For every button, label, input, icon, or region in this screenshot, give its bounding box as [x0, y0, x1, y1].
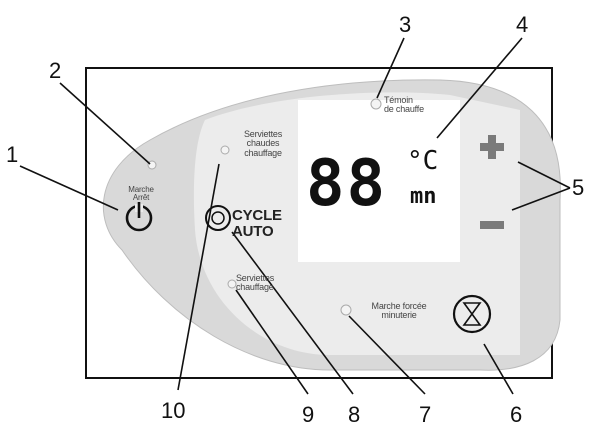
label-serviettes-chauffage: Serviettes chauffage [236, 273, 275, 293]
label-cycle-auto: CYCLE AUTO [232, 207, 282, 240]
led-serviettes-chauffage [227, 279, 237, 289]
label-serviettes-chaudes: Serviettes chaudes chauffage [243, 129, 283, 158]
leader-line-9 [235, 289, 309, 395]
label-temoin-chauffe: Témoin de chauffe [384, 95, 424, 115]
callout-5: 5 [572, 175, 585, 200]
power-icon[interactable] [125, 202, 153, 232]
leader-line-6 [483, 343, 514, 395]
callout-7: 7 [419, 402, 432, 427]
cycle-icon[interactable] [205, 205, 231, 231]
leader-lines [19, 37, 571, 395]
callout-8: 8 [348, 402, 361, 427]
led-serviettes-chaudes [220, 145, 230, 155]
display-unit-celsius: °C [407, 146, 439, 176]
callout-10: 10 [161, 398, 186, 423]
leader-line-1 [19, 165, 119, 211]
led-marche-forcee [340, 304, 352, 316]
leader-line-5b [511, 187, 571, 211]
label-marche-forcee: Marche forcée minuterie [371, 301, 427, 321]
leader-line-4 [436, 37, 523, 139]
display-digits: 88 [306, 147, 388, 221]
minus-icon[interactable] [480, 221, 504, 229]
leader-line-5a [517, 161, 571, 189]
leader-line-2 [59, 82, 151, 165]
led-indicator-2 [147, 160, 157, 170]
callout-4: 4 [516, 12, 529, 37]
leader-line-10 [177, 163, 220, 391]
leader-line-7 [348, 315, 426, 395]
label-marche-arret: Marche Arrêt [128, 185, 154, 203]
callout-2: 2 [49, 58, 62, 83]
hourglass-icon[interactable] [452, 294, 492, 334]
leader-line-3 [376, 37, 405, 99]
callout-1: 1 [6, 142, 19, 167]
callout-9: 9 [302, 402, 315, 427]
display-area [298, 100, 460, 262]
display-unit-minutes: mn [410, 184, 437, 209]
plus-icon[interactable] [480, 135, 504, 159]
led-heating-indicator [370, 98, 382, 110]
callout-6: 6 [510, 402, 523, 427]
callout-3: 3 [399, 12, 412, 37]
leader-line-8 [231, 231, 354, 395]
